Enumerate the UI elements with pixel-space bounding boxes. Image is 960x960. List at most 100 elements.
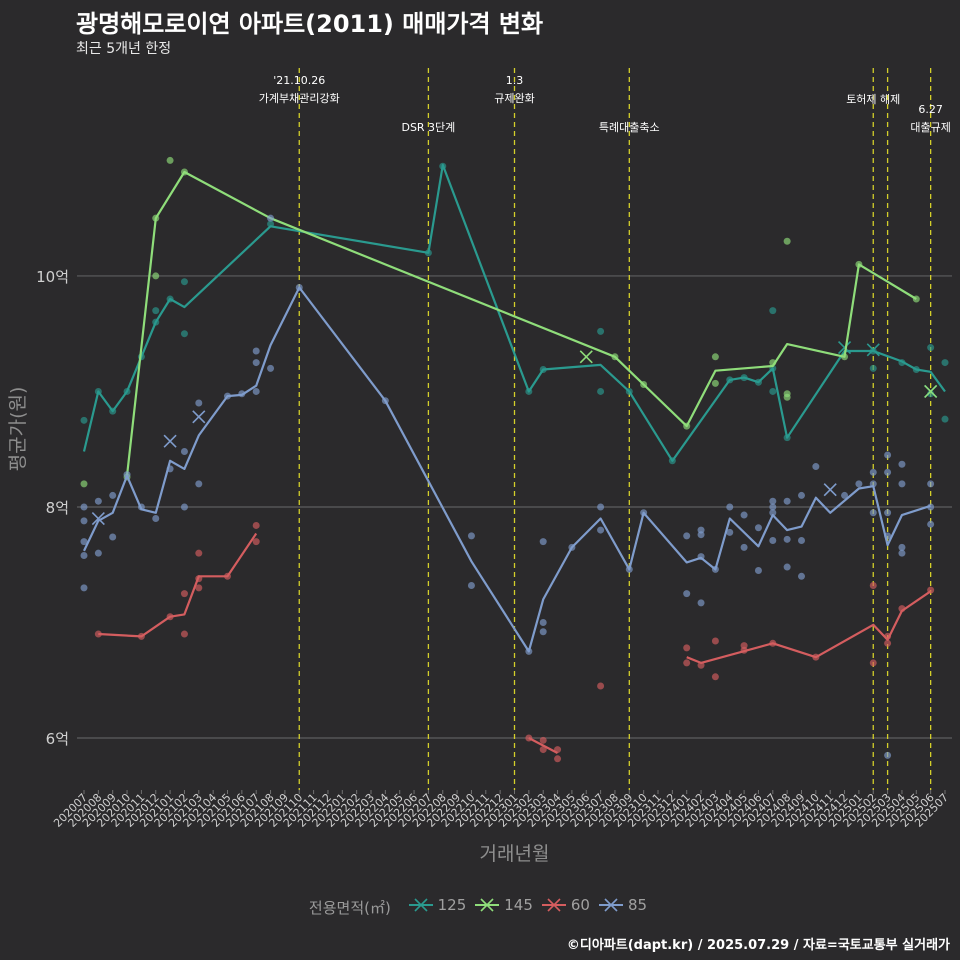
data-point	[180, 630, 188, 638]
data-point	[754, 524, 762, 532]
data-point	[798, 572, 805, 580]
data-point	[726, 528, 734, 536]
series-145	[80, 156, 938, 488]
data-point	[783, 237, 791, 245]
data-point	[539, 628, 547, 636]
data-point	[740, 646, 748, 654]
data-point	[539, 746, 547, 754]
data-point	[94, 387, 102, 395]
cancelled-marker	[837, 340, 852, 355]
data-point	[252, 538, 260, 546]
legend-item: 125	[408, 896, 466, 914]
data-point	[195, 480, 203, 488]
legend-label: 60	[570, 896, 590, 914]
data-point	[912, 295, 920, 303]
data-point	[697, 599, 705, 607]
data-point	[137, 632, 145, 640]
cancelled-marker	[91, 511, 105, 526]
cancelled-marker-stroke	[579, 350, 593, 364]
y-tick-label: 6억	[46, 730, 69, 748]
data-point	[740, 543, 748, 551]
data-point	[869, 468, 877, 476]
data-point	[769, 497, 777, 505]
chart-caption: ©디아파트(dapt.kr) / 2025.07.29 / 자료=국토교통부 실…	[566, 938, 950, 953]
data-point	[152, 318, 160, 326]
data-point	[884, 451, 892, 459]
data-point	[668, 457, 676, 465]
data-point	[94, 497, 102, 505]
data-point	[812, 653, 820, 661]
data-point	[94, 630, 102, 638]
data-point	[597, 327, 605, 335]
legend-item: 145	[474, 896, 533, 914]
data-point	[180, 278, 188, 286]
data-point	[180, 590, 188, 598]
data-point	[597, 387, 605, 395]
legend-item: 60	[541, 896, 590, 914]
data-point	[224, 572, 231, 580]
data-point	[597, 503, 605, 511]
legend-label: 85	[627, 896, 648, 914]
data-point	[884, 751, 892, 759]
cancelled-marker-stroke	[823, 483, 837, 497]
data-point	[252, 347, 260, 355]
data-point	[166, 613, 174, 621]
event-label: '21.10.26 가계부채관리강화	[259, 74, 340, 105]
x-axis-title: 거래년월	[480, 843, 550, 865]
data-point	[625, 565, 633, 573]
data-point	[109, 407, 117, 415]
legend: 전용면적(㎡) 125 145 60 85	[0, 896, 960, 918]
data-point	[927, 480, 935, 488]
data-point	[180, 168, 188, 176]
data-point	[80, 538, 88, 546]
series-line	[686, 590, 932, 664]
data-point	[554, 746, 562, 754]
data-point	[94, 549, 102, 557]
data-point	[683, 422, 691, 430]
data-point	[683, 659, 691, 667]
data-point	[539, 736, 547, 744]
data-point	[884, 509, 892, 517]
y-axis-title: 평균가(원)	[7, 387, 29, 472]
data-point	[166, 295, 174, 303]
data-point	[869, 347, 877, 355]
data-point	[754, 567, 762, 575]
data-point	[640, 509, 648, 517]
data-point	[152, 307, 160, 315]
data-point	[123, 387, 131, 395]
data-point	[267, 214, 275, 222]
data-point	[611, 353, 619, 361]
data-point	[252, 521, 260, 529]
data-point	[123, 471, 131, 479]
data-point	[80, 416, 88, 424]
cancelled-marker-stroke	[866, 343, 880, 357]
data-point	[180, 330, 188, 338]
data-point	[726, 503, 734, 511]
legend-key	[408, 898, 433, 912]
legend-key	[475, 898, 500, 912]
data-point	[769, 639, 777, 647]
data-point	[267, 364, 275, 372]
data-point	[941, 415, 949, 423]
data-point	[711, 673, 719, 681]
y-tick-label: 8억	[46, 499, 69, 517]
data-point	[195, 575, 203, 583]
cancelled-marker	[823, 483, 837, 497]
data-point	[683, 532, 691, 540]
legend-label: 145	[504, 896, 533, 914]
data-point	[697, 553, 705, 561]
event-label: 토허제 해제	[846, 92, 900, 106]
data-point	[525, 387, 533, 395]
data-point	[711, 637, 719, 645]
data-point	[224, 392, 231, 400]
data-point	[927, 520, 935, 528]
data-point	[726, 376, 734, 384]
cancelled-marker	[866, 343, 880, 357]
data-point	[869, 509, 877, 517]
data-point	[137, 503, 145, 511]
cancelled-marker-stroke	[192, 410, 206, 424]
data-point	[711, 353, 719, 361]
event-label: 1.3 규제완화	[494, 74, 534, 105]
data-point	[769, 536, 777, 544]
